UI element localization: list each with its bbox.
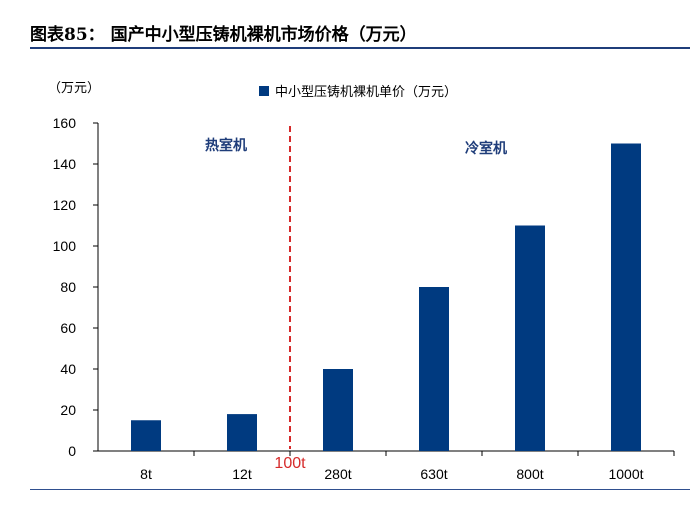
y-tick-label: 0 xyxy=(68,443,76,459)
y-unit-label: （万元） xyxy=(48,81,100,96)
bar-800t xyxy=(515,225,545,451)
region-label-right: 冷室机 xyxy=(465,140,507,157)
y-tick-label: 140 xyxy=(53,156,77,172)
bar-12t xyxy=(227,414,257,451)
bars xyxy=(131,143,641,451)
x-tick-label: 12t xyxy=(232,466,252,482)
title-bar: 图表85： 国产中小型压铸机裸机市场价格（万元） xyxy=(30,16,690,50)
y-tick-label: 100 xyxy=(53,238,77,254)
x-tick-label: 630t xyxy=(420,466,447,482)
bottom-rule xyxy=(30,489,690,490)
y-ticks: 0 20 40 60 80 100 120 140 160 xyxy=(53,115,98,459)
y-tick-label: 60 xyxy=(60,320,76,336)
legend-label: 中小型压铸机裸机单价（万元） xyxy=(275,84,457,100)
x-tick-label: 280t xyxy=(324,466,351,482)
x-tick-label: 8t xyxy=(140,466,152,482)
x-ticks: 8t 12t 280t 630t 800t 1000t xyxy=(140,451,675,482)
bar-630t xyxy=(419,287,449,451)
divider-label: 100t xyxy=(274,455,306,472)
y-tick-label: 20 xyxy=(60,402,76,418)
region-label-left: 热室机 xyxy=(205,137,247,154)
chart-title: 图表85： 国产中小型压铸机裸机市场价格（万元） xyxy=(30,25,417,45)
bar-8t xyxy=(131,420,161,451)
x-tick-label: 800t xyxy=(516,466,543,482)
legend-swatch xyxy=(259,86,269,96)
y-tick-label: 160 xyxy=(53,115,77,131)
x-tick-label: 1000t xyxy=(608,466,643,482)
bar-280t xyxy=(323,369,353,451)
legend: 中小型压铸机裸机单价（万元） xyxy=(259,84,457,100)
title-underline xyxy=(30,47,690,49)
y-tick-label: 80 xyxy=(60,279,76,295)
y-tick-label: 120 xyxy=(53,197,77,213)
y-tick-label: 40 xyxy=(60,361,76,377)
bar-1000t xyxy=(611,143,641,451)
